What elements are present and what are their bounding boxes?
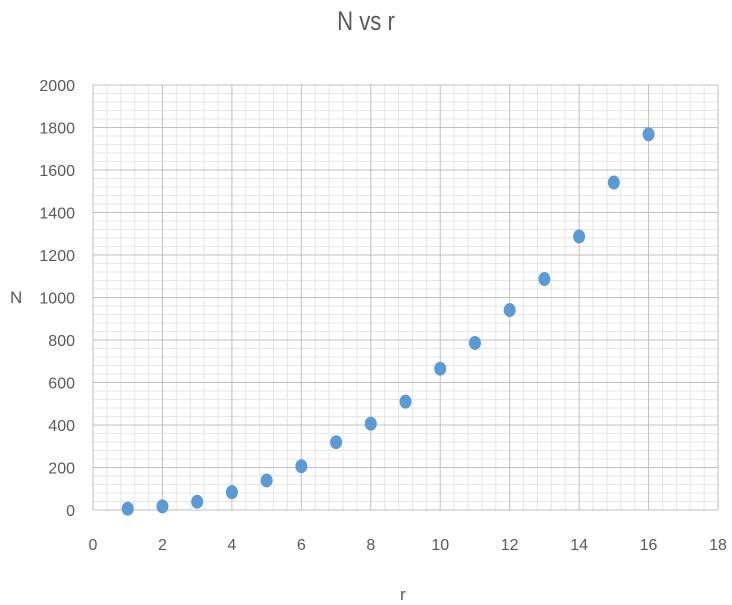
x-tick-label: 10 — [431, 537, 449, 554]
y-tick-label: 200 — [48, 461, 75, 478]
major-gridlines — [93, 85, 718, 510]
data-point — [608, 176, 620, 190]
data-point — [330, 435, 342, 449]
x-tick-label: 8 — [366, 537, 375, 554]
x-tick-label: 18 — [709, 537, 727, 554]
data-point — [156, 499, 168, 513]
data-points — [122, 127, 655, 515]
data-point — [434, 362, 446, 376]
data-point — [504, 303, 516, 317]
data-point — [365, 417, 377, 431]
y-tick-label: 800 — [48, 333, 75, 350]
y-tick-label: 1600 — [39, 163, 75, 180]
data-point — [469, 336, 481, 350]
y-tick-label: 1200 — [39, 248, 75, 265]
y-tick-label: 600 — [48, 376, 75, 393]
x-tick-label: 16 — [640, 537, 658, 554]
x-tick-label: 2 — [158, 537, 167, 554]
x-tick-labels: 0 2 4 6 8 10 12 14 16 18 — [89, 537, 727, 554]
y-tick-label: 2000 — [39, 78, 75, 95]
y-tick-label: 1000 — [39, 291, 75, 308]
data-point — [226, 485, 238, 499]
y-tick-label: 1800 — [39, 121, 75, 138]
x-tick-label: 4 — [227, 537, 236, 554]
x-tick-label: 0 — [89, 537, 98, 554]
data-point — [295, 459, 307, 473]
y-tick-label: 400 — [48, 418, 75, 435]
data-point — [643, 127, 655, 141]
data-point — [538, 272, 550, 286]
y-tick-label: 1400 — [39, 206, 75, 223]
y-tick-labels: 0 200 400 600 800 1000 1200 1400 1600 1800 2000 — [39, 78, 75, 520]
data-point — [400, 395, 412, 409]
x-tick-label: 14 — [570, 537, 588, 554]
data-point — [122, 502, 134, 516]
y-tick-label: 0 — [66, 503, 75, 520]
x-tick-label: 12 — [501, 537, 519, 554]
x-tick-label: 6 — [297, 537, 306, 554]
data-point — [261, 473, 273, 487]
data-point — [573, 230, 585, 244]
data-point — [191, 495, 203, 509]
